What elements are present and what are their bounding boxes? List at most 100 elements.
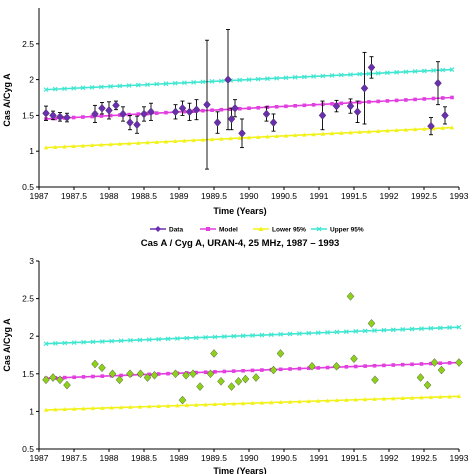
- top-chart-y-tick-label: 1.5: [22, 110, 34, 120]
- bottom-chart-upper95-marker: [306, 330, 312, 336]
- top-chart-y-tick-label: 0.5: [22, 182, 34, 192]
- top-chart-xlabel: Time (Years): [213, 206, 266, 216]
- bottom-chart-upper95-marker: [419, 326, 424, 332]
- bottom-chart-lower95-marker: [334, 398, 340, 403]
- bottom-chart-upper95-marker: [390, 327, 396, 333]
- top-chart-lower95-marker: [108, 142, 113, 147]
- bottom-chart-y-tick-label: 1.5: [22, 369, 34, 379]
- top-chart-model-marker: [404, 98, 408, 102]
- legend-label: Lower 95%: [272, 227, 306, 234]
- bottom-chart-x-tick-label: 1990.5: [271, 453, 297, 463]
- top-chart-x-tick-label: 1989: [170, 191, 189, 201]
- bottom-chart-model-marker: [316, 366, 321, 370]
- bottom-chart-lower95-marker: [156, 403, 161, 409]
- bottom-chart-model-marker: [241, 368, 245, 373]
- bottom-chart-data-point: [350, 354, 358, 364]
- top-chart-upper95-marker: [394, 69, 400, 75]
- top-chart-model-marker: [450, 95, 454, 100]
- top-chart-upper95-marker: [421, 68, 427, 74]
- top-chart-x-tick-label: 1990.5: [271, 191, 297, 201]
- top-chart-ylabel: Cas A/Cyg A: [2, 73, 12, 127]
- bottom-chart-upper95-marker: [43, 341, 49, 347]
- top-chart-lower95-marker: [403, 127, 409, 132]
- top-chart-y-tick-label: 2.5: [22, 39, 34, 49]
- top-chart-data-point: [360, 83, 369, 93]
- bottom-chart-lower95-marker: [447, 394, 452, 399]
- bottom-chart-data-point: [206, 369, 215, 379]
- top-chart-upper95-marker: [52, 86, 58, 92]
- top-chart-upper95-marker: [301, 74, 307, 80]
- bottom-chart-data-point: [42, 375, 50, 385]
- bottom-chart-lower95-marker: [287, 399, 293, 404]
- top-chart: Cas A/Cyg A Time (Years) 0.5 1 1.5 2 2.5 1987…: [2, 8, 469, 234]
- top-chart-model-marker: [136, 112, 141, 116]
- bottom-chart-data-point: [143, 373, 152, 382]
- bottom-chart-title: Cas A / Cyg A, URAN-4, 25 MHz, 1987 – 19…: [141, 238, 340, 249]
- top-chart-upper95-marker: [255, 76, 261, 82]
- bottom-chart-data-point: [196, 382, 204, 391]
- bottom-chart-upper95-marker: [81, 339, 86, 345]
- top-chart-model-marker: [118, 113, 122, 117]
- bottom-chart-lower95-marker: [456, 394, 462, 399]
- top-chart-model-marker: [164, 110, 168, 115]
- top-chart-upper95-marker: [98, 84, 104, 90]
- top-chart-data-point: [231, 103, 239, 113]
- bottom-chart-model-marker: [297, 366, 302, 371]
- bottom-chart-data-point: [126, 369, 134, 379]
- top-chart-data-point: [140, 109, 148, 119]
- top-chart-lower95-marker: [256, 134, 261, 139]
- bottom-chart-data-point: [455, 358, 463, 367]
- top-chart-model-marker: [219, 107, 224, 112]
- bottom-chart-model-marker: [72, 375, 76, 380]
- top-chart-upper95-marker: [357, 71, 363, 77]
- top-chart-model-marker: [385, 99, 390, 103]
- bottom-chart-data-point: [217, 377, 225, 386]
- top-chart-legend: Data Model Lower 95% Upper 95%: [150, 226, 364, 234]
- top-chart-lower95-marker: [375, 128, 381, 134]
- bottom-chart-data-point: [367, 319, 376, 328]
- bottom-chart-lower95-marker: [53, 407, 58, 412]
- bottom-chart-data-point: [276, 349, 285, 358]
- top-chart-upper95-marker: [338, 72, 344, 78]
- bottom-chart-upper95-marker: [325, 330, 330, 335]
- bottom-chart-data-point: [371, 375, 379, 385]
- bottom-chart-lower95-marker: [259, 400, 265, 405]
- top-chart-data-point: [269, 118, 278, 127]
- bottom-chart-model-marker: [222, 369, 227, 374]
- top-chart-x-tick-label: 1993: [450, 191, 469, 201]
- bottom-chart-upper95-marker: [137, 337, 143, 343]
- bottom-chart-data-point: [437, 365, 446, 375]
- top-chart-data-point: [346, 101, 355, 111]
- bottom-chart-lower95-marker: [391, 396, 396, 401]
- bottom-chart-data-point: [91, 359, 99, 369]
- top-chart-lower95-marker: [145, 140, 150, 145]
- bottom-chart-upper95-marker: [99, 339, 105, 344]
- top-chart-data-point: [42, 108, 50, 118]
- bottom-chart-data-point: [332, 361, 341, 371]
- top-chart-upper95-marker: [218, 78, 224, 84]
- bottom-chart-lower95-marker: [400, 395, 405, 401]
- bottom-chart-lower95-marker: [137, 404, 143, 409]
- bottom-chart-x-tick-label: 1991: [310, 453, 329, 463]
- bottom-chart-model-marker: [100, 374, 105, 378]
- bottom-chart-upper95-marker: [212, 334, 218, 340]
- top-chart-model-marker: [191, 109, 196, 113]
- top-chart-upper95-marker: [385, 70, 390, 76]
- bottom-chart-data-point: [210, 349, 218, 358]
- top-chart-model-marker: [376, 99, 380, 104]
- bottom-chart-data-point: [49, 373, 57, 382]
- bottom-chart-upper95-marker: [146, 337, 152, 342]
- top-chart-data-point: [318, 111, 327, 120]
- top-chart-data-point: [147, 107, 155, 117]
- top-chart-model-marker: [182, 109, 187, 114]
- bottom-chart-lower95-marker: [212, 402, 218, 407]
- bottom-chart-model-marker: [156, 372, 161, 376]
- bottom-chart-data-point: [171, 369, 180, 379]
- top-chart-model-marker: [108, 113, 113, 118]
- top-chart-upper95-marker: [440, 67, 446, 73]
- top-chart-data-point: [441, 111, 449, 120]
- bottom-chart-lower95-marker: [128, 404, 133, 409]
- top-chart-model-marker: [154, 111, 159, 115]
- top-chart-data-point: [262, 109, 271, 119]
